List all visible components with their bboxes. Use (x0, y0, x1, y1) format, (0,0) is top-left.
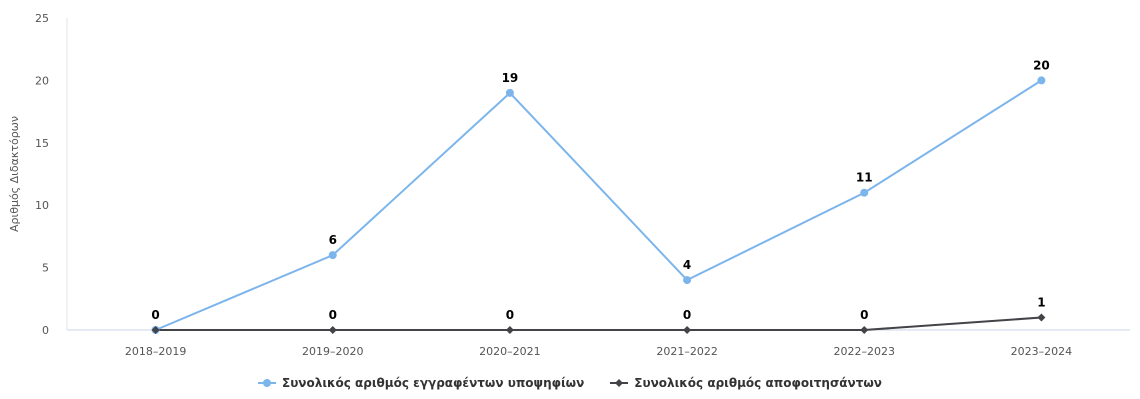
series-1-point[interactable] (1037, 313, 1046, 322)
x-tick-label: 2021–2022 (656, 345, 718, 358)
y-tick-label: 5 (42, 262, 49, 275)
series-1-point[interactable] (328, 326, 337, 334)
series-0-point[interactable] (860, 188, 869, 197)
legend-item-graduated[interactable]: Συνολικός αριθμός αποφοιτησάντων (610, 376, 882, 390)
legend-circle-marker-icon (258, 379, 276, 387)
data-labels: 0 0 0 0 0 1 6 19 4 11 20 (151, 58, 1049, 322)
y-tick-label: 20 (35, 74, 49, 87)
data-label: 0 (683, 308, 691, 322)
series-1-point[interactable] (505, 326, 514, 334)
series-1-point[interactable] (151, 326, 160, 334)
legend-diamond-marker-icon (610, 379, 629, 387)
series-1-point[interactable] (683, 326, 692, 334)
series-1-point[interactable] (860, 326, 869, 334)
y-tick-label: 25 (35, 12, 49, 25)
x-tick-label: 2022–2023 (834, 345, 896, 358)
data-label: 19 (502, 71, 519, 85)
x-axis-ticks: 2018–2019 2019–2020 2020–2021 2021–2022 2022… (125, 345, 1072, 358)
data-label: 20 (1033, 58, 1050, 72)
data-label: 0 (151, 308, 159, 322)
x-tick-label: 2019–2020 (302, 345, 364, 358)
series-markers (151, 76, 1046, 334)
x-tick-label: 2018–2019 (125, 345, 187, 358)
legend-label-registered: Συνολικός αριθμός εγγραφέντων υποψηφίων (282, 376, 585, 390)
x-tick-label: 2020–2021 (479, 345, 541, 358)
data-label: 11 (856, 171, 873, 185)
series-0-point[interactable] (683, 276, 692, 285)
series-lines (155, 79, 1042, 331)
series-0-point[interactable] (328, 251, 337, 260)
y-tick-label: 15 (35, 137, 49, 150)
series-line-0 (155, 79, 1042, 331)
y-tick-label: 10 (35, 199, 49, 212)
series-0-point[interactable] (1037, 76, 1046, 85)
y-axis-ticks: 0 5 10 15 20 25 (35, 12, 49, 337)
data-label: 0 (506, 308, 514, 322)
legend-label-graduated: Συνολικός αριθμός αποφοιτησάντων (634, 376, 882, 390)
data-label: 0 (860, 308, 868, 322)
series-line-1 (155, 316, 1042, 331)
data-label: 1 (1037, 296, 1045, 310)
data-label: 0 (329, 308, 337, 322)
y-axis-title: Αριθμός Διδακτόρων (8, 116, 21, 232)
data-label: 6 (329, 233, 337, 247)
series-0-point[interactable] (505, 88, 514, 97)
legend: Συνολικός αριθμός εγγραφέντων υποψηφίων … (0, 376, 1140, 390)
y-tick-label: 0 (42, 324, 49, 337)
data-label: 4 (683, 258, 691, 272)
legend-item-registered[interactable]: Συνολικός αριθμός εγγραφέντων υποψηφίων (258, 376, 584, 390)
x-tick-label: 2023–2024 (1011, 345, 1073, 358)
